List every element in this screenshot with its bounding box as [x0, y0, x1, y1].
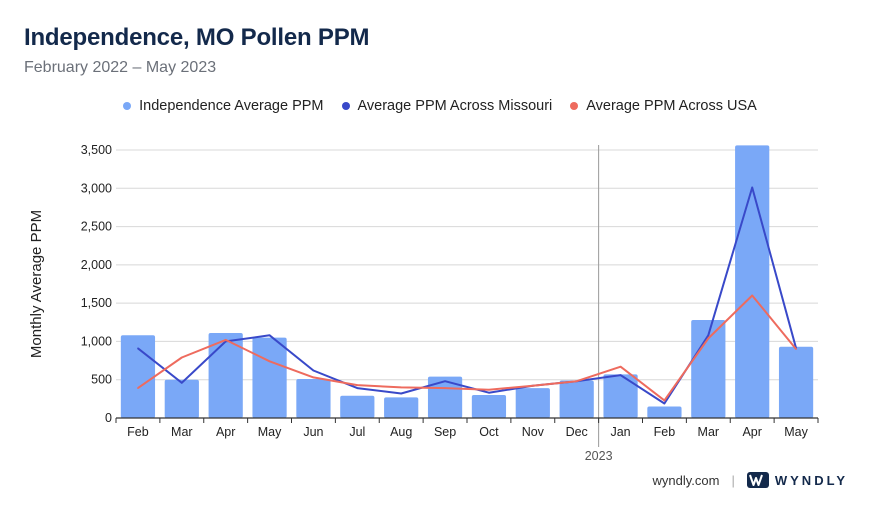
footer: wyndly.com | WYNDLY [653, 472, 848, 488]
bar [647, 406, 682, 418]
y-tick-label: 3,000 [81, 181, 112, 195]
point-usa [795, 348, 797, 350]
legend-swatch-usa [570, 102, 579, 110]
point-usa [137, 387, 139, 389]
point-usa [268, 360, 271, 363]
legend-item-missouri: Average PPM Across Missouri [341, 98, 553, 114]
point-missouri [268, 334, 271, 337]
y-tick-label: 500 [91, 373, 112, 387]
point-missouri [137, 347, 139, 350]
footer-site[interactable]: wyndly.com [652, 472, 720, 488]
point-missouri [356, 387, 359, 389]
point-usa [400, 386, 402, 389]
x-tick-label: Dec [566, 425, 588, 439]
point-missouri [488, 391, 490, 394]
y-tick-label: 2,000 [81, 258, 112, 272]
legend-label-missouri: Average PPM Across Missouri [357, 98, 553, 114]
point-usa [619, 365, 622, 368]
brand-logo[interactable]: WYNDLY [746, 472, 848, 488]
bar [164, 379, 199, 418]
x-tick-label: May [258, 425, 282, 439]
bar [296, 378, 331, 418]
bar [559, 380, 594, 418]
x-tick-label: Mar [171, 425, 193, 439]
chart-title: Independence, MO Pollen PPM [24, 24, 370, 51]
y-tick-label: 0 [105, 411, 112, 425]
point-missouri [181, 381, 183, 384]
x-tick-label: Feb [127, 425, 149, 439]
bar [735, 145, 770, 419]
bar [340, 395, 375, 418]
brand-name: WYNDLY [774, 472, 848, 488]
x-tick-label: Jan [610, 425, 630, 439]
bar [427, 376, 463, 418]
point-missouri [707, 334, 710, 337]
x-tick-label: May [784, 425, 808, 439]
point-missouri [444, 380, 446, 383]
point-missouri [400, 392, 402, 395]
point-missouri [751, 186, 753, 189]
y-tick-label: 3,500 [81, 143, 112, 157]
point-usa [707, 337, 710, 340]
legend-swatch-independence [123, 102, 132, 110]
x-tick-label: Jun [303, 425, 323, 439]
point-missouri [663, 402, 666, 405]
point-missouri [619, 374, 622, 376]
y-tick-label: 2,500 [81, 220, 112, 234]
x-tick-label: Jul [349, 425, 365, 439]
x-tick-label: Feb [654, 425, 676, 439]
y-axis-label: Monthly Average PPM [28, 210, 45, 358]
point-usa [312, 376, 315, 379]
point-missouri [312, 369, 315, 372]
point-usa [181, 356, 183, 359]
x-tick-label: Nov [522, 425, 545, 439]
point-usa [532, 385, 534, 387]
bar [778, 346, 814, 418]
bar [691, 319, 726, 418]
bar [384, 397, 419, 418]
x-tick-label: Apr [742, 425, 761, 439]
chart-subtitle: February 2022 – May 2023 [24, 59, 217, 76]
legend-item-independence: Independence Average PPM [123, 98, 324, 114]
year-label: 2023 [585, 449, 613, 463]
bar [603, 374, 638, 418]
y-tick-label: 1,500 [81, 296, 112, 310]
legend-label-usa: Average PPM Across USA [586, 98, 757, 114]
point-usa [575, 380, 578, 383]
point-usa [488, 388, 490, 391]
legend: Independence Average PPM Average PPM Acr… [0, 98, 880, 114]
bar [515, 388, 550, 418]
legend-label-independence: Independence Average PPM [139, 98, 324, 114]
wyndly-logo-icon [746, 472, 769, 488]
footer-separator: | [731, 472, 735, 488]
point-usa [751, 294, 753, 297]
x-tick-label: Sep [434, 425, 456, 439]
point-usa [224, 339, 227, 341]
legend-swatch-missouri [341, 102, 350, 110]
point-usa [663, 399, 666, 402]
x-tick-label: Mar [698, 425, 720, 439]
x-tick-label: Aug [390, 425, 412, 439]
bar [252, 337, 287, 418]
x-tick-label: Oct [479, 425, 499, 439]
bar [471, 395, 507, 418]
y-tick-label: 1,000 [81, 334, 112, 348]
series-line-usa [137, 294, 797, 402]
point-usa [444, 387, 446, 389]
bar [208, 333, 243, 418]
x-tick-label: Apr [216, 425, 235, 439]
legend-item-usa: Average PPM Across USA [570, 98, 757, 114]
point-usa [356, 384, 359, 386]
